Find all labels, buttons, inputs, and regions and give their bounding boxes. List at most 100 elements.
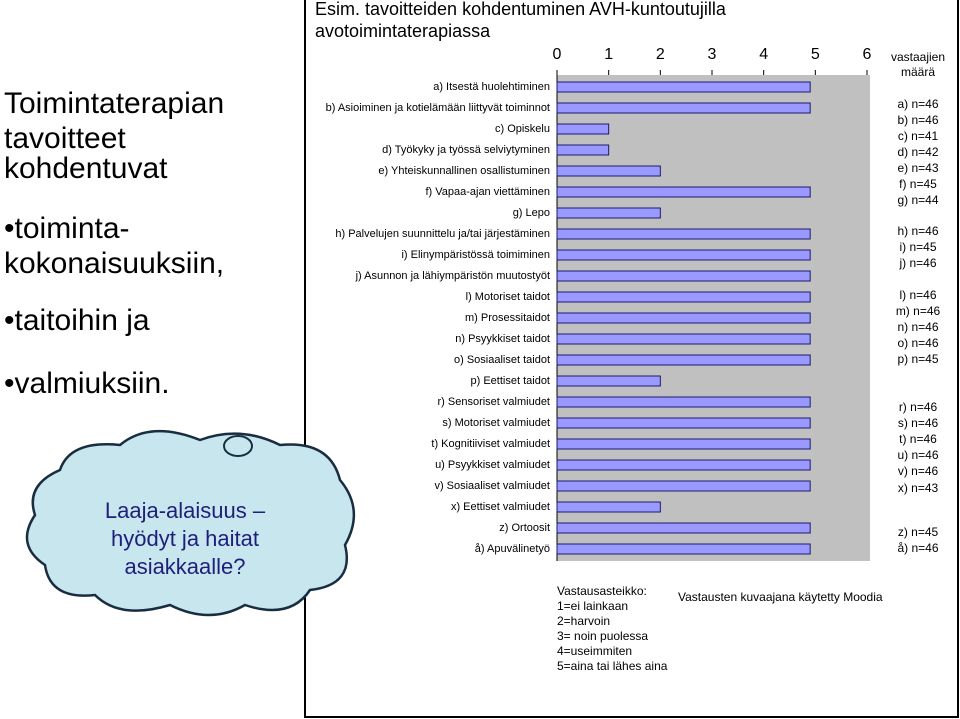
category-label: r) Sensoriset valmiudet [438, 396, 551, 408]
sample-size: o) n=46 [897, 336, 938, 350]
category-label: o) Sosiaaliset taidot [454, 354, 550, 366]
bar [556, 165, 661, 177]
sample-size: c) n=41 [898, 129, 939, 143]
bar [556, 396, 811, 408]
category-label: e) Yhteiskunnallinen osallistuminen [378, 165, 550, 177]
category-label: m) Prosessitaidot [465, 312, 550, 324]
category-label: l) Motoriset taidot [466, 291, 550, 303]
sample-size: i) n=45 [899, 240, 936, 254]
bar [556, 459, 811, 471]
scale-legend: 5=aina tai lähes aina [557, 659, 668, 673]
scale-legend: 1=ei lainkaan [557, 599, 628, 613]
category-label: g) Lepo [513, 207, 550, 219]
category-label: x) Eettiset valmiudet [451, 501, 550, 513]
sample-size: e) n=43 [897, 161, 938, 175]
bar [556, 333, 811, 345]
heading: tavoitteet [4, 122, 126, 155]
x-tick-label: 1 [604, 46, 613, 63]
scale-legend: 3= noin puolessa [557, 629, 648, 643]
category-label: t) Kognitiiviset valmiudet [431, 438, 550, 450]
sample-size: r) n=46 [899, 400, 938, 414]
sample-size: g) n=44 [897, 193, 938, 207]
category-label: n) Psyykkiset taidot [455, 333, 550, 345]
bar [556, 144, 610, 156]
category-label: c) Opiskelu [495, 123, 550, 135]
chart-title: avotoimintaterapiassa [315, 21, 491, 41]
bar [556, 417, 811, 429]
x-tick-label: 6 [863, 46, 872, 63]
bar [556, 375, 661, 387]
scale-legend: 4=useimmiten [557, 644, 632, 658]
bar [556, 207, 661, 219]
bar [556, 249, 811, 261]
bar [556, 81, 811, 93]
x-tick-label: 3 [708, 46, 717, 63]
category-label: u) Psyykkiset valmiudet [435, 459, 550, 471]
bar [556, 291, 811, 303]
sample-size: l) n=46 [899, 288, 936, 302]
bar [556, 270, 811, 282]
sample-size: å) n=46 [897, 541, 938, 555]
sample-size: x) n=43 [898, 481, 939, 495]
heading: Toimintaterapian [4, 87, 224, 120]
x-tick-label: 5 [811, 46, 820, 63]
bar [556, 102, 811, 114]
sample-size: f) n=45 [899, 177, 937, 191]
cloud-text: asiakkaalle? [124, 554, 245, 579]
scale-legend: 2=harvoin [557, 614, 610, 628]
x-tick-label: 0 [553, 46, 562, 63]
sample-size: v) n=46 [898, 464, 939, 478]
category-label: v) Sosiaaliset valmiudet [434, 480, 550, 492]
category-label: å) Apuvälinetyö [475, 543, 550, 555]
chart-title: Esim. tavoitteiden kohdentuminen AVH-kun… [315, 0, 727, 19]
bullet: kokonaisuuksiin, [4, 247, 224, 280]
legend-clip [550, 672, 670, 712]
sample-size: j) n=46 [898, 256, 936, 270]
sample-size: p) n=45 [897, 352, 938, 366]
sample-size: s) n=46 [898, 416, 939, 430]
bar [556, 480, 811, 492]
note: Vastausten kuvaajana käytetty Moodia [678, 590, 883, 604]
category-label: a) Itsestä huolehtiminen [433, 81, 550, 93]
category-label: h) Palvelujen suunnittelu ja/tai järjest… [335, 228, 550, 240]
sample-size: d) n=42 [897, 145, 938, 159]
sample-size: t) n=46 [899, 432, 937, 446]
category-label: s) Motoriset valmiudet [442, 417, 550, 429]
category-label: p) Eettiset taidot [471, 375, 551, 387]
cloud-text: hyödyt ja haitat [111, 526, 259, 551]
bar [556, 543, 811, 555]
sample-size: u) n=46 [897, 448, 938, 462]
sample-size-title: vastaajien määrä [891, 50, 945, 79]
bar [556, 186, 811, 198]
bar [556, 354, 811, 366]
x-tick-label: 4 [759, 46, 768, 63]
sample-size: m) n=46 [896, 304, 941, 318]
bar [556, 501, 661, 513]
sample-size: b) n=46 [897, 113, 938, 127]
bar [556, 438, 811, 450]
sample-size: n) n=46 [897, 320, 938, 334]
sample-size: z) n=45 [898, 525, 939, 539]
cloud [25, 429, 356, 617]
bar [556, 228, 811, 240]
bar [556, 522, 811, 534]
bullet: •valmiuksiin. [4, 367, 170, 400]
x-tick-label: 2 [656, 46, 665, 63]
category-label: d) Työkyky ja työssä selviytyminen [382, 144, 550, 156]
sample-size: a) n=46 [897, 97, 938, 111]
cloud-text: Laaja-alaisuus – [105, 498, 266, 523]
bar [556, 123, 610, 135]
category-label: i) Elinympäristössä toimiminen [401, 249, 550, 261]
cloud-bubble [223, 435, 253, 457]
scale-legend: Vastausasteikko: [557, 584, 647, 598]
heading: kohdentuvat [4, 152, 168, 185]
bar [556, 312, 811, 324]
category-label: f) Vapaa-ajan viettäminen [425, 186, 550, 198]
category-label: z) Ortoosit [499, 522, 550, 534]
sample-size: h) n=46 [897, 224, 938, 238]
category-label: b) Asioiminen ja kotielämään liittyvät t… [326, 102, 550, 114]
bullet: •taitoihin ja [4, 304, 150, 337]
bullet: •toiminta- [4, 212, 130, 245]
category-label: j) Asunnon ja lähiympäristön muutostyöt [355, 270, 550, 282]
